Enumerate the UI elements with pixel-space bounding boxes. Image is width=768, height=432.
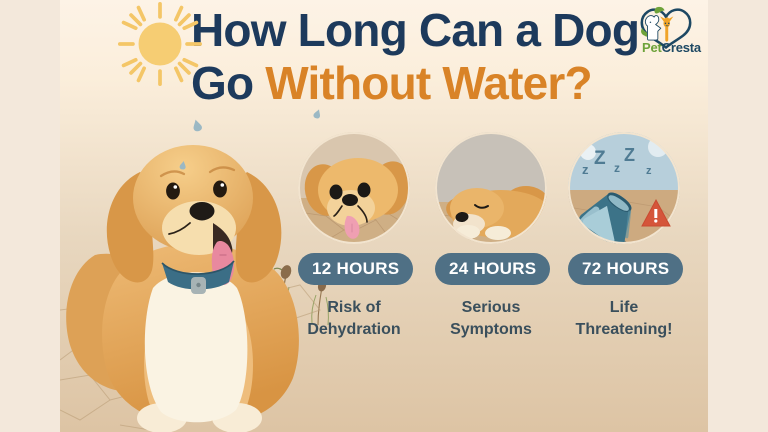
svg-text:Z: Z xyxy=(624,145,635,165)
svg-text:z: z xyxy=(582,162,589,177)
svg-text:z: z xyxy=(646,165,652,177)
svg-text:Z: Z xyxy=(594,148,606,169)
svg-text:z: z xyxy=(614,161,620,175)
